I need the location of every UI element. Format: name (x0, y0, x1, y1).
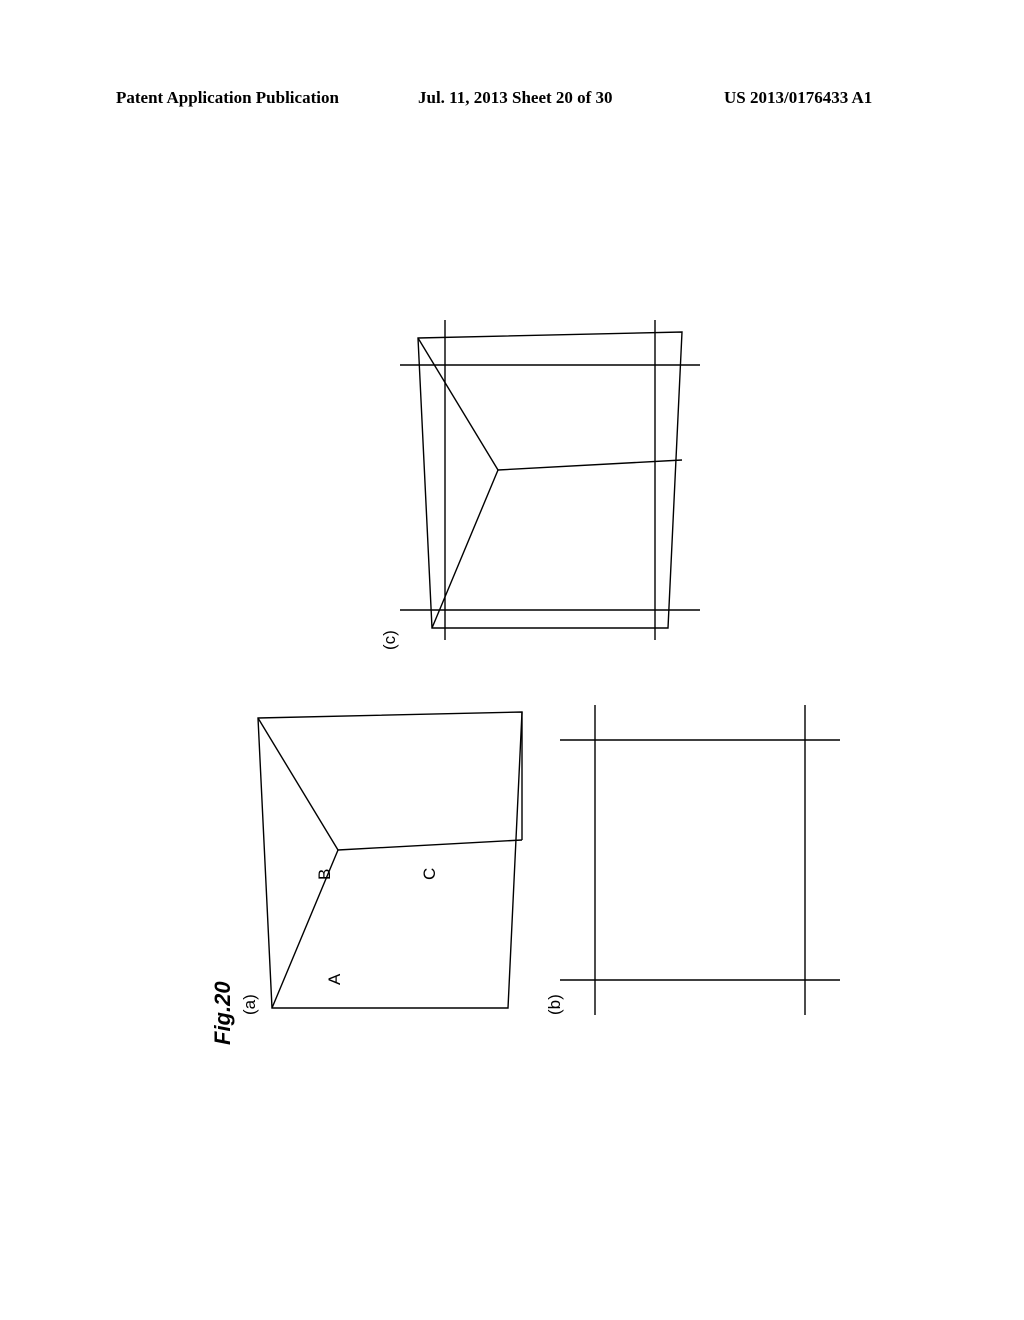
subfigure-c (400, 320, 700, 640)
label-c: C (420, 868, 440, 880)
label-b: B (315, 869, 335, 880)
figure-area: Fig.20 (a) (b) (c) A B C (190, 160, 890, 1160)
subfigure-b (560, 705, 840, 1015)
header-left: Patent Application Publication (116, 88, 339, 108)
figure-title: Fig.20 (210, 981, 236, 1045)
sublabel-c: (c) (380, 630, 400, 650)
subfigure-a (250, 710, 530, 1015)
label-a: A (325, 974, 345, 985)
header-right: US 2013/0176433 A1 (724, 88, 872, 108)
header-mid: Jul. 11, 2013 Sheet 20 of 30 (418, 88, 613, 108)
